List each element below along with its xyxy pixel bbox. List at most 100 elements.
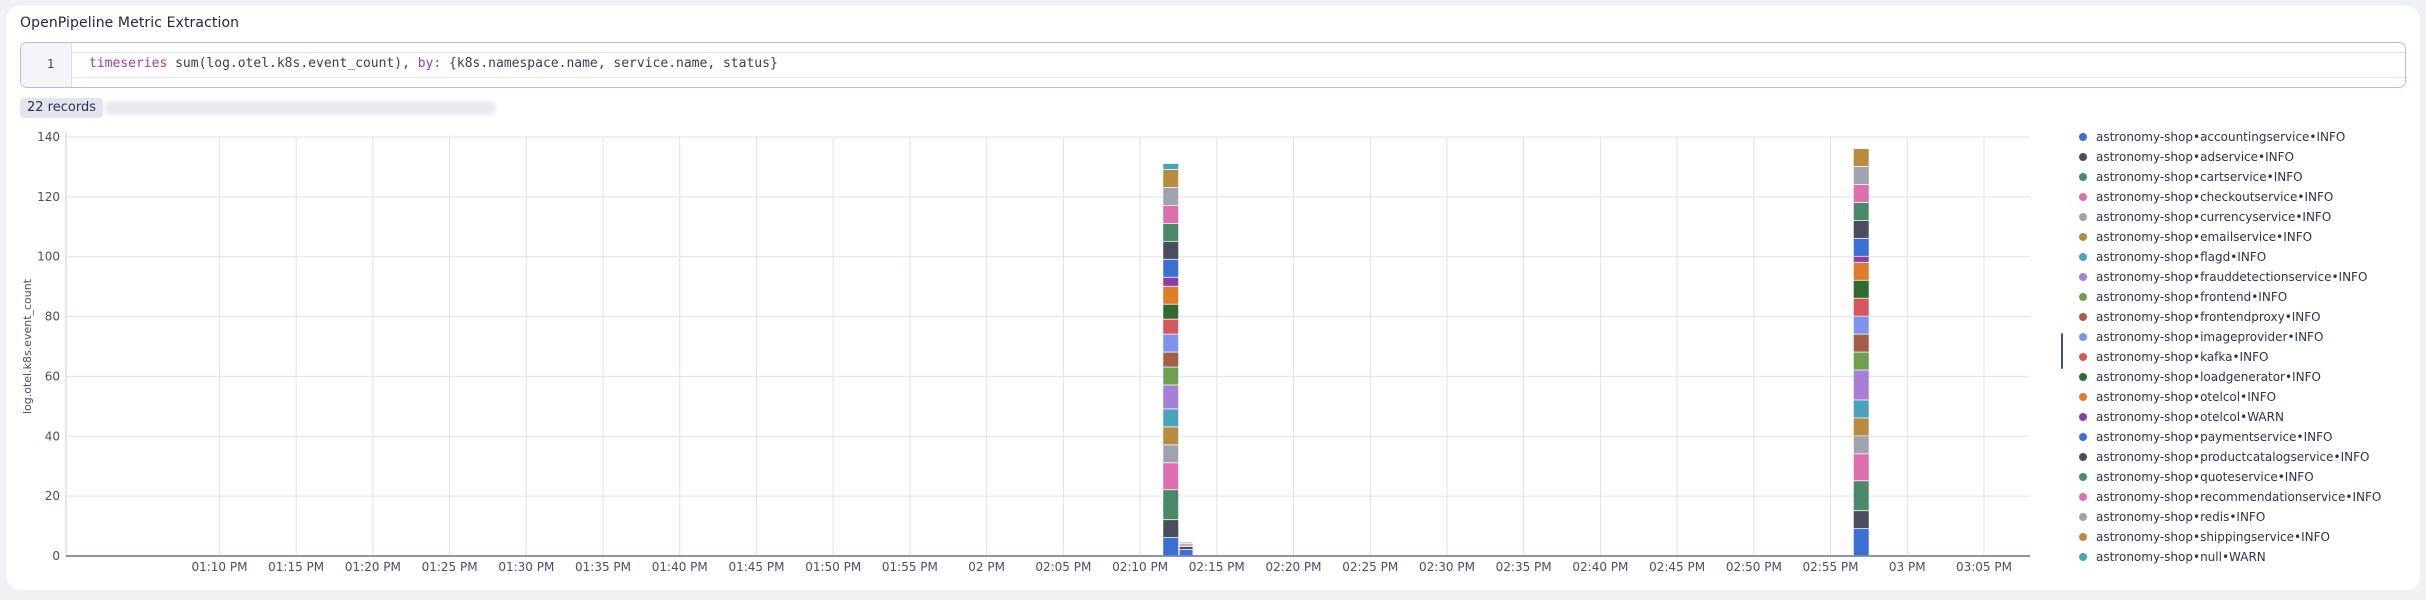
legend-item[interactable]: astronomy-shop•currencyservice•INFO xyxy=(2076,207,2406,227)
blurred-metadata xyxy=(104,101,496,115)
bar-segment xyxy=(1163,385,1179,409)
legend-item[interactable]: astronomy-shop•redis•INFO xyxy=(2076,507,2406,527)
legend-item[interactable]: astronomy-shop•otelcol•WARN xyxy=(2076,407,2406,427)
y-tick-label: 120 xyxy=(37,190,60,204)
legend-label: astronomy-shop•otelcol•INFO xyxy=(2096,390,2277,404)
legend-swatch xyxy=(2079,253,2087,261)
bar-segment xyxy=(1853,511,1869,529)
legend-item[interactable]: astronomy-shop•paymentservice•INFO xyxy=(2076,427,2406,447)
legend-label: astronomy-shop•paymentservice•INFO xyxy=(2096,430,2333,444)
bar-segment xyxy=(1163,490,1179,520)
bar-segment xyxy=(1853,418,1869,436)
bar-segment xyxy=(1163,334,1179,352)
legend-label: astronomy-shop•recommendationservice•INF… xyxy=(2096,490,2382,504)
legend-item[interactable]: astronomy-shop•loadgenerator•INFO xyxy=(2076,367,2406,387)
legend-swatch xyxy=(2079,413,2087,421)
x-tick-label: 01:55 PM xyxy=(882,560,938,574)
legend-item[interactable]: astronomy-shop•quoteservice•INFO xyxy=(2076,467,2406,487)
x-tick-label: 02:55 PM xyxy=(1803,560,1859,574)
bar-segment xyxy=(1163,187,1179,206)
legend-label: astronomy-shop•frauddetectionservice•INF… xyxy=(2096,270,2368,284)
bar-segment xyxy=(1179,542,1193,544)
bar-segment xyxy=(1163,223,1179,241)
bar-segment xyxy=(1163,163,1179,170)
legend-label: astronomy-shop•imageprovider•INFO xyxy=(2096,330,2324,344)
x-tick-label: 01:45 PM xyxy=(728,560,784,574)
bar-segment xyxy=(1853,298,1869,316)
x-tick-label: 02:05 PM xyxy=(1035,560,1091,574)
bar-segment xyxy=(1179,545,1193,547)
bar-segment xyxy=(1163,169,1179,188)
bar-segment xyxy=(1853,400,1869,418)
x-tick-label: 02:45 PM xyxy=(1649,560,1705,574)
x-tick-label: 01:15 PM xyxy=(268,560,324,574)
bar-segment xyxy=(1179,544,1193,545)
bar-segment xyxy=(1163,409,1179,427)
legend-label: astronomy-shop•flagd•INFO xyxy=(2096,250,2267,264)
panel-title: OpenPipeline Metric Extraction xyxy=(20,15,240,31)
legend-label: astronomy-shop•accountingservice•INFO xyxy=(2096,130,2346,144)
x-tick-label: 02:15 PM xyxy=(1189,560,1245,574)
legend-swatch xyxy=(2079,153,2087,161)
legend-item[interactable]: astronomy-shop•null•WARN xyxy=(2076,547,2406,567)
legend-item[interactable]: astronomy-shop•frontend•INFO xyxy=(2076,287,2406,307)
x-tick-label: 02:25 PM xyxy=(1342,560,1398,574)
x-tick-label: 01:40 PM xyxy=(652,560,708,574)
x-tick-label: 03 PM xyxy=(1889,560,1926,574)
bar-segment xyxy=(1853,256,1869,262)
legend-swatch xyxy=(2079,533,2087,541)
x-tick-label: 02:30 PM xyxy=(1419,560,1475,574)
bar-segment xyxy=(1163,286,1179,304)
legend-item[interactable]: astronomy-shop•recommendationservice•INF… xyxy=(2076,487,2406,507)
bar-segment xyxy=(1853,166,1869,185)
bar-segment xyxy=(1163,463,1179,490)
y-tick-label: 0 xyxy=(52,549,60,563)
legend-swatch xyxy=(2079,333,2087,341)
x-tick-label: 01:25 PM xyxy=(422,560,478,574)
legend-swatch xyxy=(2079,513,2087,521)
bar-segment xyxy=(1163,367,1179,385)
legend-item[interactable]: astronomy-shop•frontendproxy•INFO xyxy=(2076,307,2406,327)
legend-item[interactable]: astronomy-shop•imageprovider•INFO xyxy=(2076,327,2406,347)
legend-item[interactable]: astronomy-shop•kafka•INFO xyxy=(2076,347,2406,367)
legend-swatch xyxy=(2079,393,2087,401)
bar-segment xyxy=(1853,316,1869,334)
legend-swatch xyxy=(2079,193,2087,201)
y-tick-label: 140 xyxy=(37,130,60,144)
y-axis-label: log.otel.k8s.event_count xyxy=(21,278,34,414)
bar-segment xyxy=(1163,259,1179,277)
legend-item[interactable]: astronomy-shop•frauddetectionservice•INF… xyxy=(2076,267,2406,287)
bar-segment xyxy=(1163,205,1179,223)
legend-swatch xyxy=(2079,553,2087,561)
legend-scroll-handle[interactable] xyxy=(2061,333,2063,369)
x-tick-label: 01:30 PM xyxy=(498,560,554,574)
legend-label: astronomy-shop•shippingservice•INFO xyxy=(2096,530,2330,544)
legend-item[interactable]: astronomy-shop•accountingservice•INFO xyxy=(2076,127,2406,147)
legend-item[interactable]: astronomy-shop•emailservice•INFO xyxy=(2076,227,2406,247)
bar-segment xyxy=(1853,238,1869,256)
legend-swatch xyxy=(2079,233,2087,241)
bar-segment xyxy=(1853,220,1869,238)
y-tick-label: 20 xyxy=(45,489,60,503)
legend-swatch xyxy=(2079,213,2087,221)
bar-segment xyxy=(1853,436,1869,454)
legend-item[interactable]: astronomy-shop•checkoutservice•INFO xyxy=(2076,187,2406,207)
legend-label: astronomy-shop•frontend•INFO xyxy=(2096,290,2288,304)
bar-segment xyxy=(1853,262,1869,280)
legend-item[interactable]: astronomy-shop•flagd•INFO xyxy=(2076,247,2406,267)
legend-item[interactable]: astronomy-shop•otelcol•INFO xyxy=(2076,387,2406,407)
query-editor[interactable]: 1 timeseries sum(log.otel.k8s.event_coun… xyxy=(20,42,2406,88)
bar-segment xyxy=(1853,280,1869,298)
legend-item[interactable]: astronomy-shop•shippingservice•INFO xyxy=(2076,527,2406,547)
bar-segment xyxy=(1853,370,1869,400)
legend-item[interactable]: astronomy-shop•cartservice•INFO xyxy=(2076,167,2406,187)
bar-segment xyxy=(1853,184,1869,203)
query-text[interactable]: timeseries sum(log.otel.k8s.event_count)… xyxy=(89,56,778,71)
bar-segment xyxy=(1853,454,1869,481)
bar-segment xyxy=(1163,241,1179,259)
legend-item[interactable]: astronomy-shop•productcatalogservice•INF… xyxy=(2076,447,2406,467)
legend-swatch xyxy=(2079,493,2087,501)
x-tick-label: 02:10 PM xyxy=(1112,560,1168,574)
legend-item[interactable]: astronomy-shop•adservice•INFO xyxy=(2076,147,2406,167)
